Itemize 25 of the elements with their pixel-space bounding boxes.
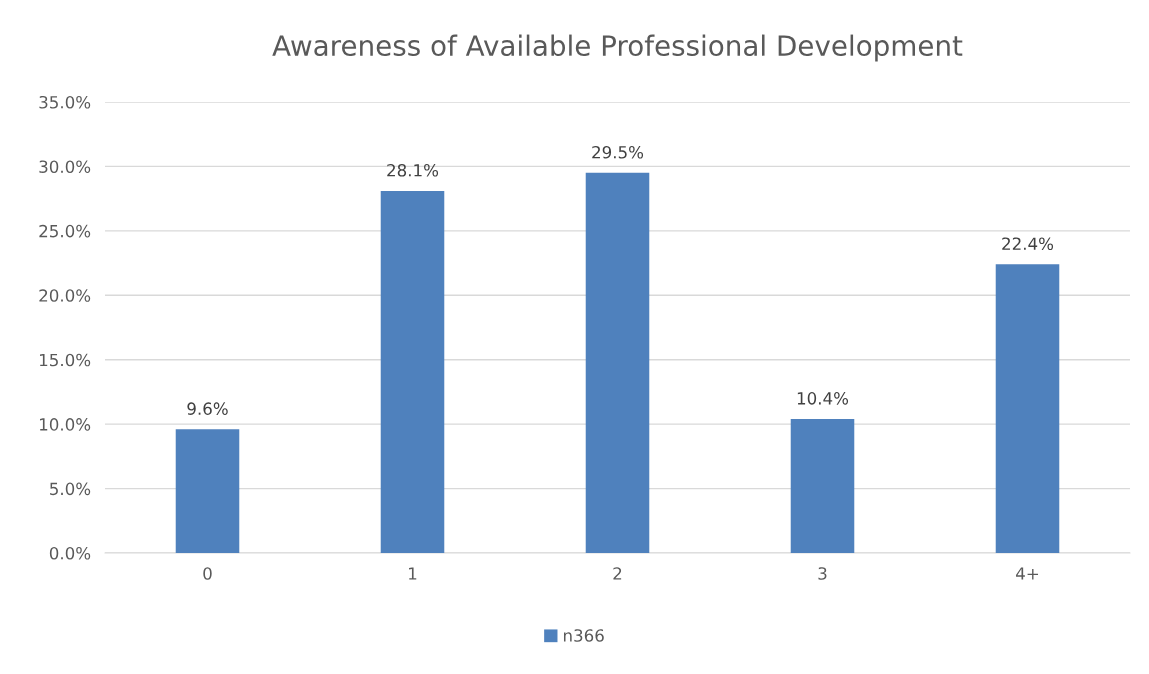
y-tick-label: 25.0% bbox=[39, 224, 91, 238]
chart-title: Awareness of Available Professional Development bbox=[272, 34, 963, 62]
x-tick-label: 0 bbox=[203, 567, 212, 580]
x-tick-label: 4+ bbox=[1016, 567, 1039, 580]
data-label: 9.6% bbox=[187, 402, 228, 415]
bar bbox=[790, 418, 855, 553]
y-tick-label: 5.0% bbox=[50, 482, 91, 496]
bar bbox=[585, 172, 650, 553]
bar bbox=[380, 190, 445, 553]
y-tick-label: 0.0% bbox=[49, 546, 91, 560]
y-tick-label: 20.0% bbox=[39, 289, 91, 302]
x-tick-label: 1 bbox=[409, 567, 417, 580]
data-label: 29.5% bbox=[592, 145, 644, 159]
x-tick-label: 2 bbox=[613, 567, 622, 580]
bar bbox=[175, 429, 240, 553]
data-label: 28.1% bbox=[387, 163, 439, 177]
y-tick-label: 15.0% bbox=[40, 353, 91, 367]
data-label: 22.4% bbox=[1002, 237, 1054, 251]
y-tick-label: 10.0% bbox=[40, 418, 91, 431]
data-label: 10.4% bbox=[797, 392, 849, 405]
y-tick-label: 35.0% bbox=[39, 95, 91, 109]
bar bbox=[995, 264, 1060, 553]
legend-label: n366 bbox=[563, 629, 604, 642]
x-tick-label: 3 bbox=[818, 567, 827, 580]
y-tick-label: 30.0% bbox=[39, 160, 91, 173]
